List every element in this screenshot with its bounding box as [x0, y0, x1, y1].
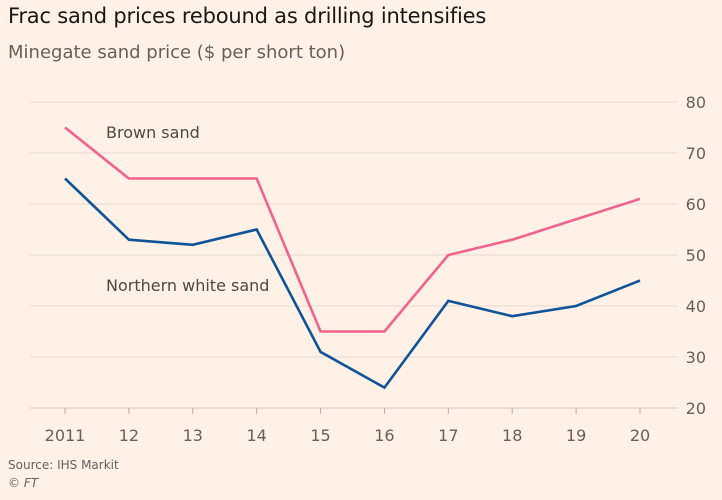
x-tick-label-2011: 2011: [45, 426, 86, 445]
x-tick-label-15: 15: [310, 426, 330, 445]
credit-note: © FT: [8, 476, 39, 490]
y-tick-label-40: 40: [686, 297, 706, 316]
x-tick-label-20: 20: [630, 426, 650, 445]
x-tick-label-12: 12: [119, 426, 139, 445]
series-label-brown-sand: Brown sand: [106, 123, 200, 142]
series-label-northern-white-sand: Northern white sand: [106, 276, 269, 295]
x-tick-label-13: 13: [183, 426, 203, 445]
x-tick-label-16: 16: [374, 426, 394, 445]
y-tick-label-70: 70: [686, 144, 706, 163]
y-tick-label-80: 80: [686, 93, 706, 112]
x-tick-label-18: 18: [502, 426, 522, 445]
chart-title: Frac sand prices rebound as drilling int…: [8, 4, 487, 28]
chart-subtitle: Minegate sand price ($ per short ton): [8, 42, 346, 63]
y-tick-label-30: 30: [686, 348, 706, 367]
x-tick-label-14: 14: [246, 426, 266, 445]
y-tick-label-20: 20: [686, 399, 706, 418]
y-tick-label-50: 50: [686, 246, 706, 265]
y-tick-label-60: 60: [686, 195, 706, 214]
x-tick-label-19: 19: [566, 426, 586, 445]
series-line-brown-sand: [64, 126, 641, 333]
x-tick-label-17: 17: [438, 426, 458, 445]
series-line-northern-white-sand: [64, 177, 641, 390]
source-note: Source: IHS Markit: [8, 458, 119, 472]
